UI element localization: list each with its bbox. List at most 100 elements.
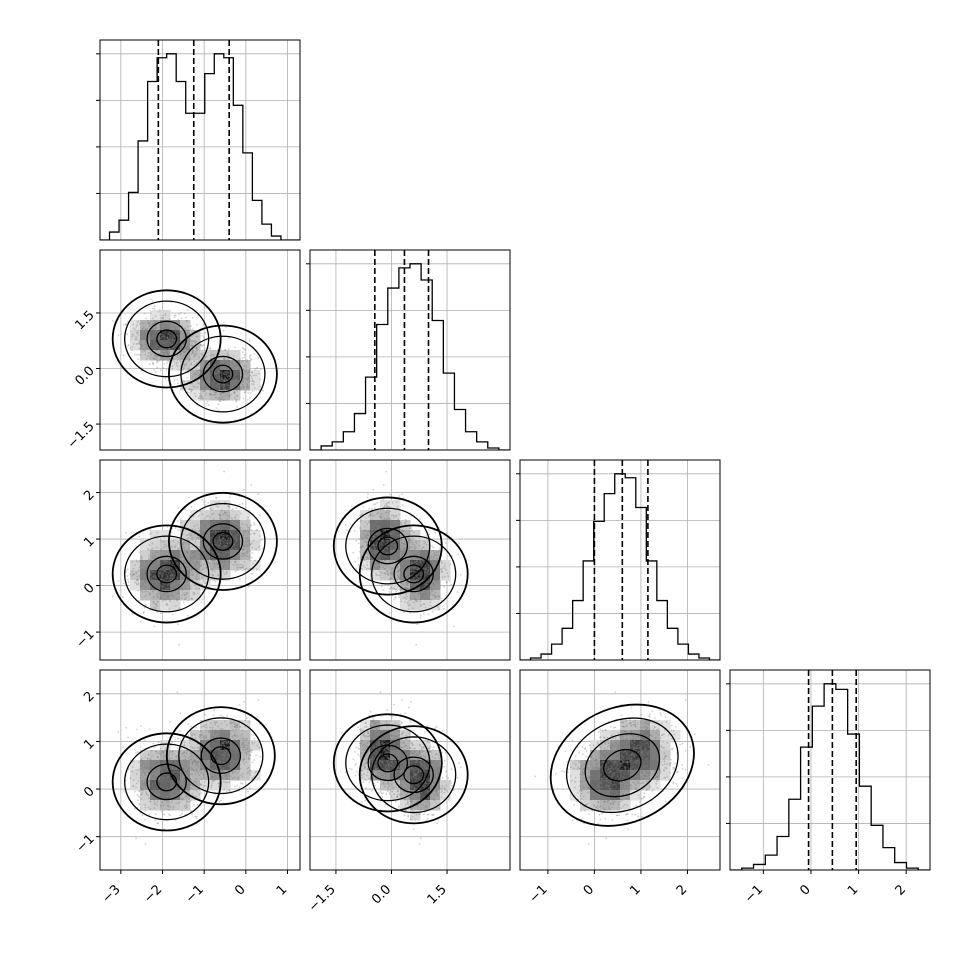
contour-line <box>403 564 425 584</box>
scatter-point <box>392 522 395 525</box>
scatter-point <box>138 761 140 764</box>
scatter-point <box>393 541 396 544</box>
scatter-point <box>202 397 205 400</box>
scatter-point <box>359 520 362 523</box>
scatter-point <box>401 541 403 544</box>
scatter-point <box>249 525 252 528</box>
density-bin <box>130 320 141 331</box>
scatter-point <box>167 576 170 579</box>
scatter-point <box>162 585 165 588</box>
scatter-point <box>204 517 206 520</box>
scatter-point <box>219 542 222 544</box>
scatter-point <box>236 547 239 550</box>
scatter-point <box>251 556 253 559</box>
scatter-point <box>191 557 194 560</box>
scatter-point <box>207 383 210 385</box>
scatter-point <box>184 350 186 353</box>
scatter-point <box>156 596 159 599</box>
scatter-point <box>382 484 385 487</box>
scatter-point <box>232 382 235 385</box>
scatter-point <box>200 387 202 389</box>
scatter-point <box>217 409 220 411</box>
scatter-point <box>236 734 239 736</box>
scatter-point <box>220 530 222 532</box>
density-content <box>111 691 276 845</box>
scatter-point <box>176 361 179 364</box>
scatter-point <box>424 574 426 577</box>
scatter-point <box>235 563 238 566</box>
scatter-point <box>153 322 156 325</box>
density-bin <box>170 540 181 551</box>
scatter-point <box>122 596 124 599</box>
scatter-point <box>156 361 158 364</box>
scatter-point <box>409 533 411 536</box>
scatter-point <box>191 352 194 354</box>
density-bin <box>370 530 381 541</box>
scatter-point <box>357 542 360 545</box>
scatter-point <box>193 555 196 558</box>
scatter-point <box>184 586 187 588</box>
scatter-point <box>195 778 197 781</box>
scatter-point <box>213 519 216 522</box>
scatter-point <box>160 340 162 343</box>
scatter-point <box>186 333 189 336</box>
scatter-point <box>158 593 161 595</box>
scatter-point <box>153 369 155 371</box>
scatter-point <box>192 769 195 772</box>
scatter-point <box>159 328 161 331</box>
scatter-point <box>186 558 189 560</box>
scatter-point <box>182 767 185 770</box>
scatter-point <box>163 569 165 572</box>
scatter-point <box>194 351 197 353</box>
scatter-point <box>371 528 374 531</box>
scatter-point <box>432 581 434 584</box>
scatter-point <box>205 545 208 548</box>
scatter-point <box>242 529 244 531</box>
scatter-point <box>222 329 225 332</box>
scatter-point <box>171 338 174 341</box>
scatter-point <box>184 350 187 352</box>
scatter-point <box>365 534 368 537</box>
density-bin <box>200 560 211 571</box>
scatter-point <box>252 380 254 382</box>
scatter-point <box>400 534 402 537</box>
scatter-point <box>220 747 223 749</box>
scatter-point <box>380 571 383 574</box>
scatter-point <box>389 555 391 558</box>
scatter-point <box>207 535 210 538</box>
density-bin <box>430 590 441 601</box>
scatter-point <box>155 326 158 328</box>
scatter-point <box>376 502 378 504</box>
scatter-point <box>172 324 175 326</box>
scatter-point <box>400 577 402 579</box>
density-bin <box>230 350 241 361</box>
scatter-point <box>176 342 178 345</box>
scatter-point <box>407 568 409 571</box>
density-bin <box>250 530 261 541</box>
contour-line <box>111 289 222 389</box>
scatter-point <box>412 577 414 580</box>
scatter-point <box>204 376 207 378</box>
scatter-point <box>397 569 400 572</box>
scatter-point <box>145 577 147 580</box>
scatter-point <box>211 567 213 570</box>
scatter-point <box>255 374 257 376</box>
scatter-point <box>420 596 423 599</box>
scatter-point <box>167 587 169 590</box>
scatter-point <box>160 575 163 577</box>
scatter-point <box>176 554 179 556</box>
density-bin <box>190 590 201 601</box>
scatter-point <box>224 512 226 514</box>
scatter-point <box>163 342 166 345</box>
scatter-point <box>152 357 155 360</box>
scatter-point <box>236 544 238 547</box>
scatter-point <box>225 571 228 573</box>
scatter-point <box>223 544 225 547</box>
scatter-point <box>363 534 366 536</box>
scatter-point <box>197 771 200 774</box>
contour-line <box>168 491 278 591</box>
scatter-point <box>166 337 169 340</box>
scatter-point <box>155 330 158 333</box>
scatter-point <box>236 519 239 522</box>
scatter-point <box>229 526 232 528</box>
